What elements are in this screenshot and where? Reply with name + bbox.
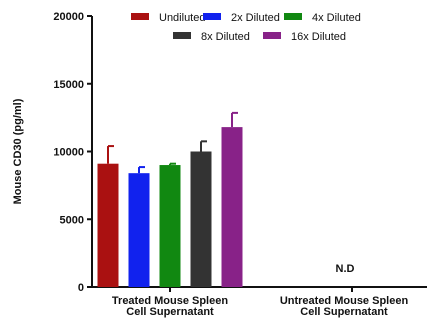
annotation-label: N.D xyxy=(336,263,355,275)
bar xyxy=(221,127,243,287)
legend-swatch xyxy=(173,32,191,39)
y-tick-label: 10000 xyxy=(53,147,84,159)
y-tick-label: 15000 xyxy=(53,79,84,91)
category-label: Untreated Mouse Spleen xyxy=(280,295,409,307)
legend-label: Undiluted xyxy=(159,12,205,24)
bar xyxy=(97,163,119,287)
bar xyxy=(190,151,212,287)
legend: Undiluted 2x Diluted 4x Diluted 8x Diluted 1… xyxy=(131,12,361,43)
category-label: Cell Supernatant xyxy=(300,306,388,318)
legend-swatch xyxy=(263,32,281,39)
y-tick-label: 0 xyxy=(78,282,84,294)
bar xyxy=(159,165,181,287)
y-tick-label: 5000 xyxy=(60,214,84,226)
legend-label: 16x Diluted xyxy=(291,31,346,43)
y-tick-label: 20000 xyxy=(53,11,84,23)
legend-label: 8x Diluted xyxy=(201,31,250,43)
bar xyxy=(128,173,150,287)
axes: 0 5000 10000 15000 20000 Mouse CD30 (pg/ml) xyxy=(12,11,427,294)
bars xyxy=(97,111,243,287)
legend-swatch xyxy=(284,13,302,20)
legend-swatch xyxy=(203,13,221,20)
category-label: Cell Supernatant xyxy=(126,306,214,318)
legend-swatch xyxy=(131,13,149,20)
category-label: Treated Mouse Spleen xyxy=(112,295,228,307)
legend-label: 2x Diluted xyxy=(231,12,280,24)
legend-label: 4x Diluted xyxy=(312,12,361,24)
y-axis-title: Mouse CD30 (pg/ml) xyxy=(12,98,24,204)
